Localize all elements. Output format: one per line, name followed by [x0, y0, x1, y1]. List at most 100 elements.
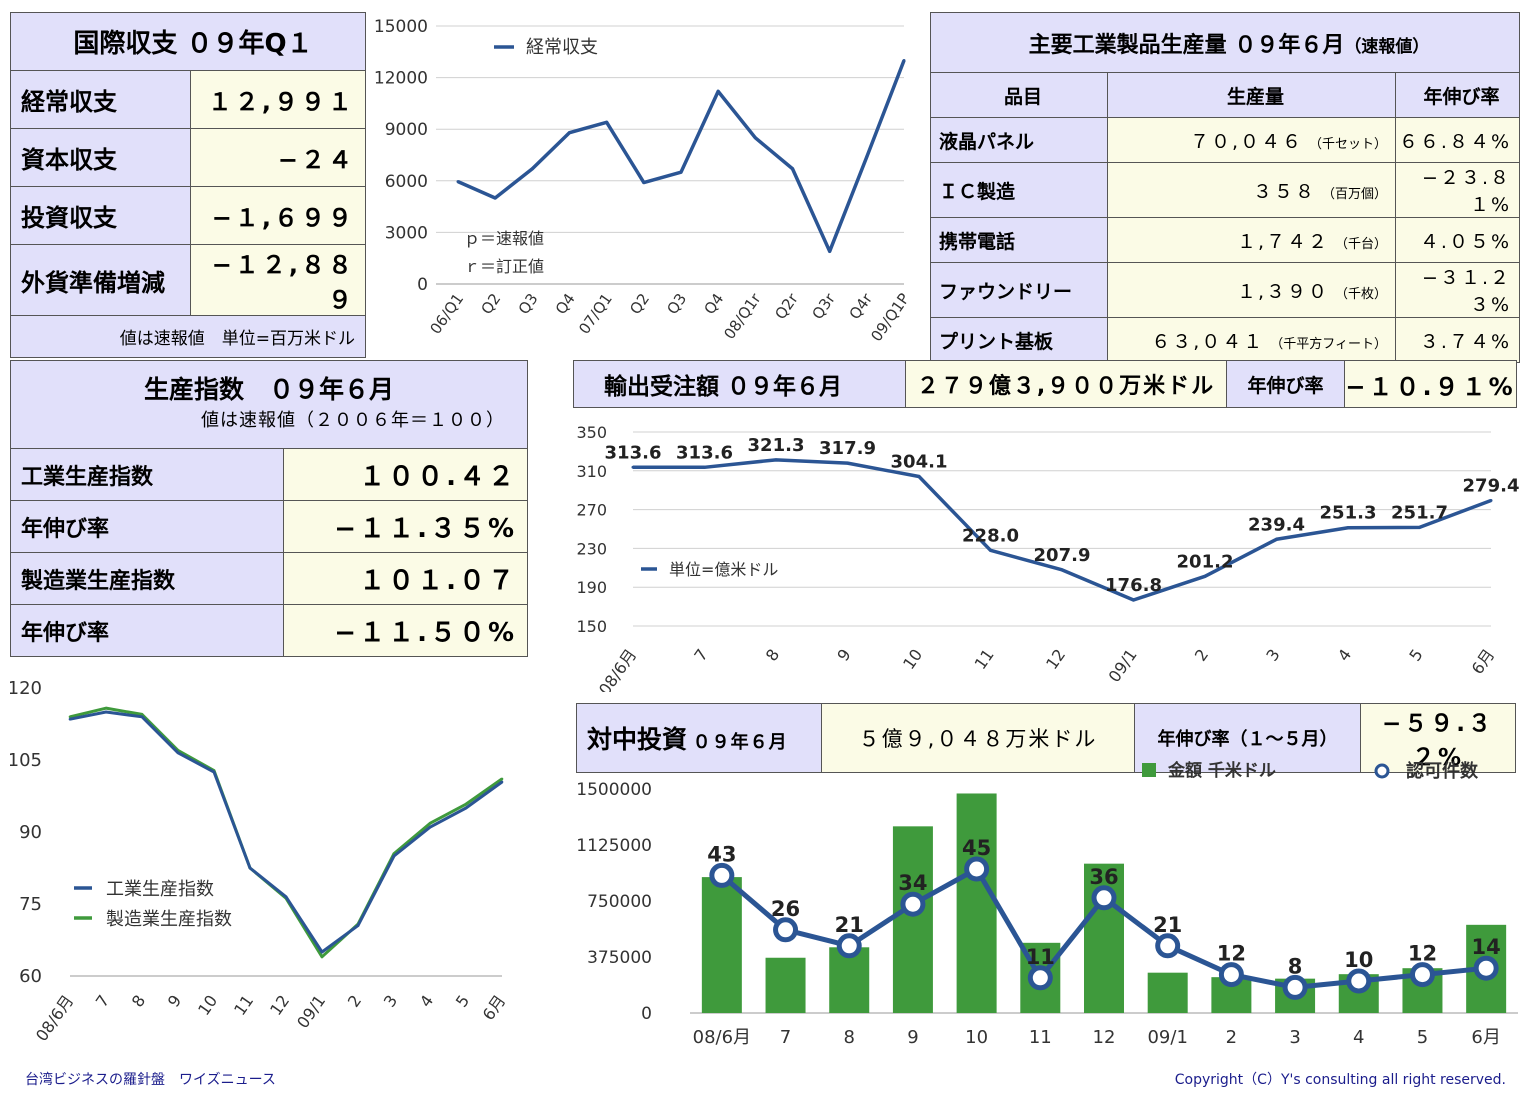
series-line [457, 59, 906, 254]
production-value-3: −１１.５０% [283, 604, 528, 657]
x-tick-label: 12 [1093, 1027, 1116, 1048]
count-label: 43 [707, 842, 736, 866]
balance-label-0: 経常収支 [10, 70, 191, 129]
balance-note: 値は速報値 単位=百万米ドル [10, 315, 366, 358]
legend-label: 製造業生産指数 [106, 909, 232, 930]
data-point [846, 461, 849, 465]
footer-right: Copyright（C）Y's consulting all right res… [1174, 1072, 1506, 1088]
data-point [68, 717, 72, 721]
balance-value-2: −１,６９９ [190, 186, 366, 245]
x-tick-label: 11 [971, 645, 998, 673]
invest-label: 対中投資 ０９年６月 [576, 703, 822, 773]
x-tick-label: 2 [344, 991, 365, 1010]
industrial-growth: ４.０５% [1395, 217, 1520, 263]
y-tick-label: 12000 [374, 69, 428, 89]
x-tick-label: 7 [690, 645, 711, 664]
data-point [703, 465, 706, 469]
annotation: ｐ＝速報値 [464, 229, 544, 248]
x-tick-label: 5 [1405, 645, 1426, 664]
industrial-unit: （千枚） [1334, 286, 1387, 302]
x-tick-label: 4 [416, 991, 437, 1010]
data-point [1275, 537, 1278, 541]
industrial-amount-cell: ６３,０４１ （千平方フィート） [1107, 317, 1396, 363]
export-amount: ２７９億３,９００万米ドル [905, 360, 1227, 408]
data-point [176, 751, 180, 755]
data-point [428, 822, 432, 825]
balance-value-0: １２,９９１ [190, 70, 366, 129]
data-point [902, 59, 906, 63]
production-value-0: １００.４２ [283, 448, 528, 501]
count-label: 12 [1408, 942, 1437, 966]
count-marker [1346, 968, 1372, 994]
x-tick-label: 3 [380, 991, 401, 1010]
data-point [679, 170, 683, 174]
y-tick-label: 90 [19, 822, 42, 843]
data-point [716, 89, 720, 93]
industrial-title-suffix: （速報値） [1344, 36, 1430, 57]
x-tick-label: 5 [1417, 1027, 1428, 1048]
data-point [104, 710, 108, 714]
data-point [104, 706, 108, 710]
data-point [642, 181, 646, 185]
count-label: 36 [1089, 865, 1118, 889]
data-point [356, 924, 360, 927]
export-growth-label: 年伸び率 [1226, 360, 1345, 408]
y-tick-label: 750000 [587, 892, 652, 912]
industrial-amount: １,３９０ [1236, 280, 1329, 303]
industrial-amount: ６３,０４１ [1151, 330, 1265, 353]
y-tick-label: 60 [19, 966, 42, 987]
data-label: 201.2 [1177, 551, 1234, 572]
data-label: 279.4 [1463, 475, 1520, 496]
data-point [989, 548, 992, 552]
industrial-amount-cell: ７０,０４６ （千セット） [1107, 117, 1396, 163]
legend-label: 金額 千米ドル [1167, 760, 1276, 781]
invest-label-main: 対中投資 [587, 725, 688, 754]
count-marker [1155, 933, 1181, 959]
industrial-row: 携帯電話 １,７４２ （千台） ４.０５% [930, 217, 1520, 263]
invest-label-suffix: ０９年６月 [692, 732, 788, 753]
count-marker [1473, 955, 1499, 981]
x-tick-label: 10 [965, 1027, 988, 1048]
y-tick-label: 310 [576, 462, 607, 481]
y-tick-label: 230 [576, 539, 607, 558]
x-tick-label: 06/Q1 [426, 290, 467, 338]
data-label: 228.0 [962, 525, 1019, 546]
y-tick-label: 375000 [587, 948, 652, 968]
x-tick-label: 9 [833, 645, 854, 664]
x-tick-label: 08/6月 [595, 645, 640, 692]
balance-value-1: −２４ [190, 128, 366, 187]
header-growth: 年伸び率 [1395, 72, 1520, 118]
data-point [212, 770, 216, 774]
data-label: 207.9 [1034, 545, 1091, 566]
production-index-chart: 60 75 90 105 120 08/6月 7 8 9 10 11 12 09/1 2 3 4 5 6月 工業生産… [10, 678, 509, 1045]
data-point [320, 950, 324, 954]
bar [765, 957, 806, 1013]
balance-value-3: −１２,８８９ [190, 244, 366, 316]
legend-swatch [1142, 763, 1156, 777]
legend-label: 経常収支 [526, 37, 598, 58]
legend-label: 工業生産指数 [106, 879, 214, 900]
industrial-row: ＩＣ製造 ３５８ （百万個） −２３.８１% [930, 162, 1520, 218]
x-tick-label: 10 [899, 645, 926, 673]
data-point [68, 715, 72, 719]
y-tick-label: 15000 [374, 17, 428, 37]
industrial-title: 主要工業製品生産量 ０９年６月（速報値） [930, 12, 1520, 73]
x-tick-label: 08/6月 [32, 991, 77, 1044]
count-marker [964, 856, 990, 882]
y-tick-label: 190 [576, 578, 607, 597]
balance-table: 国際収支 ０９年Q１ 経常収支 １２,９９１ 資本収支 −２４ 投資収支 −１,６９９… [10, 12, 366, 358]
production-table: 生産指数 ０９年６月 値は速報値（２００６年＝１００） 工業生産指数 １００.４２… [10, 360, 528, 657]
industrial-amount-cell: １,７４２ （千台） [1107, 217, 1396, 263]
industrial-unit: （千セット） [1308, 136, 1387, 152]
data-point [493, 196, 497, 200]
count-marker [709, 862, 735, 888]
industrial-item: 携帯電話 [930, 217, 1108, 263]
count-marker [1218, 962, 1244, 988]
x-tick-label: 7 [92, 991, 113, 1010]
industrial-table: 主要工業製品生産量 ０９年６月（速報値） 品目 生産量 年伸び率 液晶パネル ７０… [930, 12, 1520, 363]
x-tick-label: 8 [128, 991, 149, 1010]
x-tick-label: 6月 [1468, 645, 1499, 677]
industrial-item: プリント基板 [930, 317, 1108, 363]
balance-label-3: 外貨準備増減 [10, 244, 191, 316]
